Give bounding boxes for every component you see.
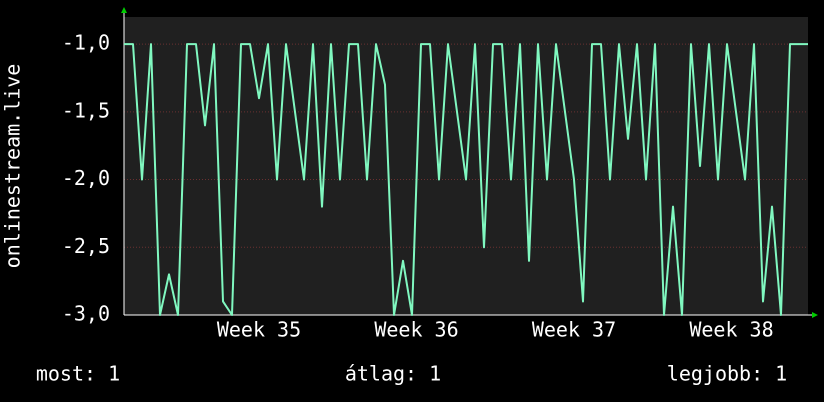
y-tick-label: -2,5 <box>62 234 110 258</box>
stat-label: most: 1 <box>36 362 120 386</box>
y-tick-label: -2,0 <box>62 166 110 190</box>
y-tick-label: -1,0 <box>62 31 110 55</box>
x-tick-label: Week 38 <box>689 318 773 342</box>
stat-label: legjobb: 1 <box>667 362 787 386</box>
y-axis-arrow <box>121 7 127 13</box>
x-tick-label: Week 36 <box>374 318 458 342</box>
stat-label: átlag: 1 <box>345 362 441 386</box>
x-axis-arrow <box>812 312 818 318</box>
x-tick-label: Week 37 <box>532 318 616 342</box>
y-tick-label: -3,0 <box>62 302 110 326</box>
data-line <box>124 43 808 316</box>
y-tick-label: -1,5 <box>62 98 110 122</box>
y-axis-label: onlinestream.live <box>1 64 25 269</box>
x-tick-label: Week 35 <box>217 318 301 342</box>
